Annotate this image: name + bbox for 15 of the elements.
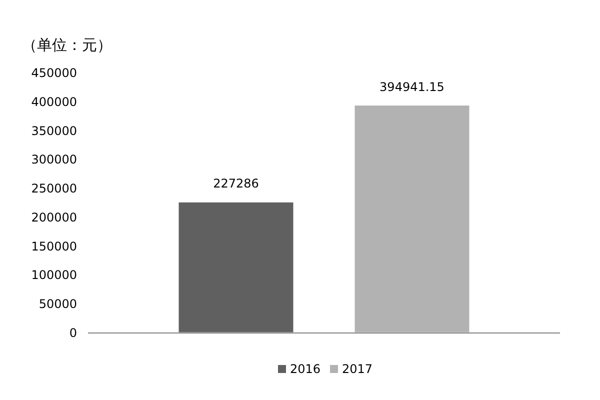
legend-label: 2017 [342,362,373,376]
y-tick-label: 200000 [31,210,77,224]
y-tick-label: 150000 [31,239,77,254]
y-tick-label: 0 [69,326,77,340]
data-label: 394941.15 [380,80,444,94]
y-tick-label: 400000 [31,94,77,109]
y-tick-label: 300000 [31,152,77,167]
y-axis-title: （单位：元） [22,36,112,54]
y-tick-label: 250000 [31,182,77,196]
data-label: 227286 [213,176,259,191]
legend-label: 2016 [290,362,321,376]
y-tick-label: 350000 [31,124,77,138]
y-tick-label: 100000 [31,268,77,282]
y-tick-label: 50000 [38,297,77,312]
y-tick-label: 450000 [31,66,77,80]
